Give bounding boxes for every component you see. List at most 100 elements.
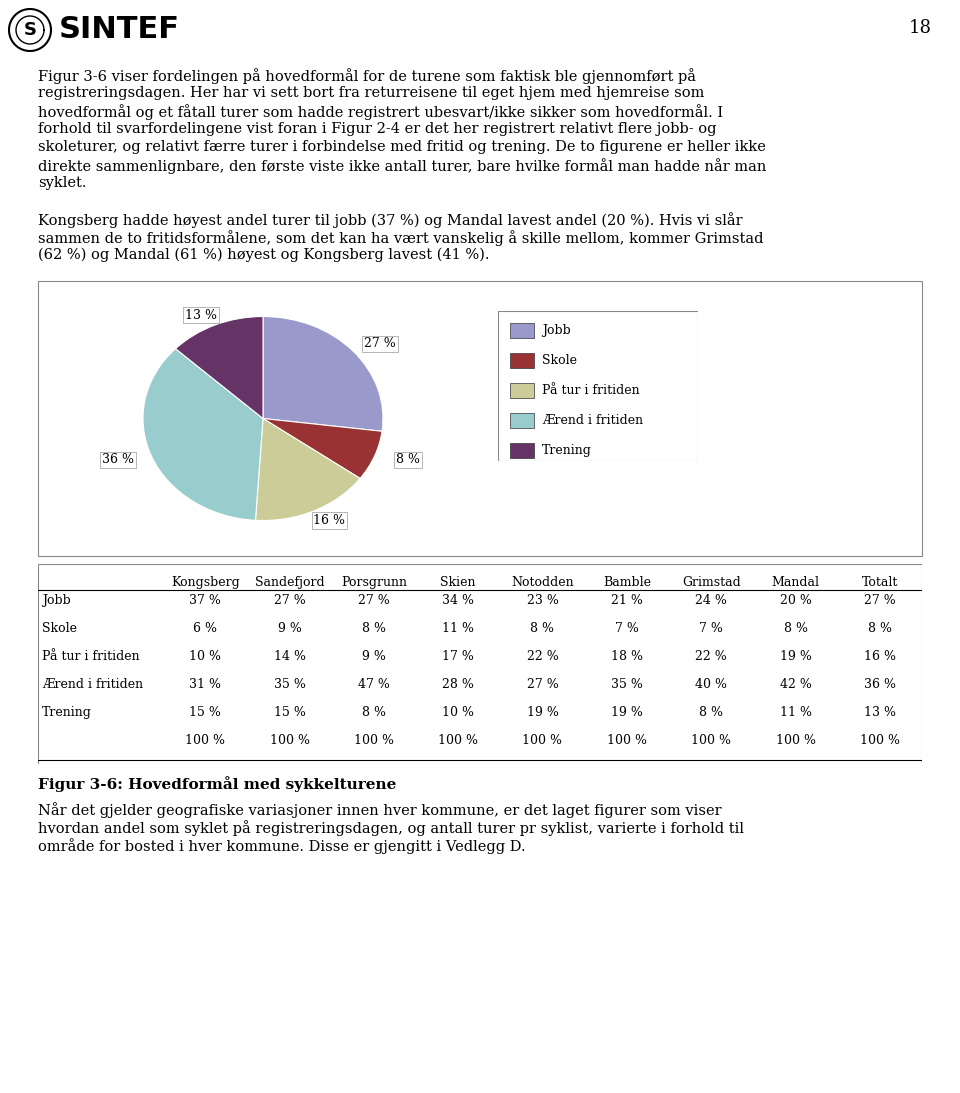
Text: 27 %: 27 %: [864, 593, 896, 607]
Text: 36 %: 36 %: [864, 678, 896, 691]
Text: Figur 3-6: Hovedformål med sykkelturene: Figur 3-6: Hovedformål med sykkelturene: [38, 776, 396, 792]
Text: hovedformål og et fåtall turer som hadde registrert ubesvart/ikke sikker som hov: hovedformål og et fåtall turer som hadde…: [38, 104, 723, 120]
Bar: [38, 281, 922, 556]
Text: syklet.: syklet.: [38, 176, 86, 190]
Text: Skole: Skole: [42, 622, 77, 635]
Text: 28 %: 28 %: [443, 678, 474, 691]
Text: Kongsberg hadde høyest andel turer til jobb (37 %) og Mandal lavest andel (20 %): Kongsberg hadde høyest andel turer til j…: [38, 212, 743, 227]
Wedge shape: [263, 419, 382, 479]
Text: Figur 3-6 viser fordelingen på hovedformål for de turene som faktisk ble gjennom: Figur 3-6 viser fordelingen på hovedform…: [38, 68, 696, 84]
Text: 15 %: 15 %: [274, 706, 305, 719]
Text: Jobb: Jobb: [42, 593, 71, 607]
Text: 7 %: 7 %: [699, 622, 723, 635]
Text: 35 %: 35 %: [274, 678, 305, 691]
Text: Trening: Trening: [42, 706, 92, 719]
Text: 9 %: 9 %: [277, 622, 301, 635]
Text: 100 %: 100 %: [185, 734, 226, 747]
Text: 22 %: 22 %: [695, 650, 727, 663]
Text: 8 %: 8 %: [396, 454, 420, 467]
Text: 8 %: 8 %: [531, 622, 555, 635]
Text: hvordan andel som syklet på registreringsdagen, og antall turer pr syklist, vari: hvordan andel som syklet på registrering…: [38, 820, 744, 836]
Text: 100 %: 100 %: [354, 734, 394, 747]
Text: 15 %: 15 %: [189, 706, 221, 719]
Text: 24 %: 24 %: [695, 593, 727, 607]
Text: 100 %: 100 %: [776, 734, 815, 747]
Text: 10 %: 10 %: [443, 706, 474, 719]
Text: 100 %: 100 %: [860, 734, 900, 747]
Text: 8 %: 8 %: [362, 622, 386, 635]
Text: 9 %: 9 %: [362, 650, 386, 663]
Text: 100 %: 100 %: [438, 734, 478, 747]
Text: direkte sammenlignbare, den første viste ikke antall turer, bare hvilke formål m: direkte sammenlignbare, den første viste…: [38, 158, 766, 174]
Text: S: S: [23, 21, 36, 39]
Text: 11 %: 11 %: [443, 622, 474, 635]
Text: Bamble: Bamble: [603, 576, 651, 589]
Text: Notodden: Notodden: [511, 576, 574, 589]
Bar: [510, 383, 534, 398]
Text: 37 %: 37 %: [189, 593, 221, 607]
Wedge shape: [176, 317, 263, 419]
Text: 6 %: 6 %: [193, 622, 217, 635]
Text: Kongsberg: Kongsberg: [171, 576, 240, 589]
Text: 16 %: 16 %: [313, 514, 346, 527]
Text: (62 %) og Mandal (61 %) høyest og Kongsberg lavest (41 %).: (62 %) og Mandal (61 %) høyest og Kongsb…: [38, 248, 490, 262]
Text: 11 %: 11 %: [780, 706, 811, 719]
Wedge shape: [143, 349, 263, 520]
Text: forhold til svarfordelingene vist foran i Figur 2-4 er det her registrert relati: forhold til svarfordelingene vist foran …: [38, 122, 716, 136]
Text: 8 %: 8 %: [868, 622, 892, 635]
Bar: [510, 324, 534, 338]
Bar: [510, 413, 534, 428]
Text: 27 %: 27 %: [527, 678, 559, 691]
Text: sammen de to fritidsformålene, som det kan ha vært vanskelig å skille mellom, ko: sammen de to fritidsformålene, som det k…: [38, 230, 763, 246]
Text: registreringsdagen. Her har vi sett bort fra returreisene til eget hjem med hjem: registreringsdagen. Her har vi sett bort…: [38, 86, 705, 99]
Text: Mandal: Mandal: [772, 576, 820, 589]
Text: 40 %: 40 %: [695, 678, 727, 691]
Text: 34 %: 34 %: [443, 593, 474, 607]
Text: 36 %: 36 %: [102, 454, 134, 467]
Bar: [510, 443, 534, 458]
Text: SINTEF: SINTEF: [59, 15, 180, 45]
Text: 8 %: 8 %: [362, 706, 386, 719]
Text: 42 %: 42 %: [780, 678, 811, 691]
Text: 13 %: 13 %: [864, 706, 896, 719]
Text: 22 %: 22 %: [527, 650, 559, 663]
Text: Skien: Skien: [441, 576, 476, 589]
Text: Ærend i fritiden: Ærend i fritiden: [542, 414, 643, 427]
Text: Porsgrunn: Porsgrunn: [341, 576, 407, 589]
Text: 8 %: 8 %: [783, 622, 807, 635]
Text: 27 %: 27 %: [274, 593, 305, 607]
Text: 14 %: 14 %: [274, 650, 305, 663]
Text: 27 %: 27 %: [364, 338, 396, 351]
Text: 19 %: 19 %: [527, 706, 559, 719]
Text: 100 %: 100 %: [691, 734, 732, 747]
Text: skoleturer, og relativt færre turer i forbindelse med fritid og trening. De to f: skoleturer, og relativt færre turer i fo…: [38, 140, 766, 154]
Text: Ærend i fritiden: Ærend i fritiden: [42, 678, 143, 691]
Text: Sandefjord: Sandefjord: [254, 576, 324, 589]
Text: 21 %: 21 %: [611, 593, 643, 607]
Text: Totalt: Totalt: [862, 576, 898, 589]
Text: 7 %: 7 %: [615, 622, 638, 635]
Text: 35 %: 35 %: [611, 678, 643, 691]
Text: Trening: Trening: [542, 444, 592, 457]
Text: 100 %: 100 %: [522, 734, 563, 747]
Text: På tur i fritiden: På tur i fritiden: [42, 650, 139, 663]
Text: 47 %: 47 %: [358, 678, 390, 691]
Text: 18 %: 18 %: [611, 650, 643, 663]
Text: 18: 18: [908, 19, 931, 37]
Wedge shape: [263, 317, 383, 432]
Text: 16 %: 16 %: [864, 650, 896, 663]
Text: 10 %: 10 %: [189, 650, 221, 663]
Text: Skole: Skole: [542, 354, 577, 367]
Text: 31 %: 31 %: [189, 678, 221, 691]
Text: 8 %: 8 %: [699, 706, 723, 719]
Text: 20 %: 20 %: [780, 593, 811, 607]
Text: 27 %: 27 %: [358, 593, 390, 607]
Bar: [510, 353, 534, 368]
Text: 100 %: 100 %: [607, 734, 647, 747]
Text: Jobb: Jobb: [542, 324, 571, 337]
Text: 13 %: 13 %: [185, 308, 217, 321]
Text: 17 %: 17 %: [443, 650, 474, 663]
Text: På tur i fritiden: På tur i fritiden: [542, 384, 639, 397]
Wedge shape: [255, 419, 360, 520]
Text: 19 %: 19 %: [780, 650, 811, 663]
